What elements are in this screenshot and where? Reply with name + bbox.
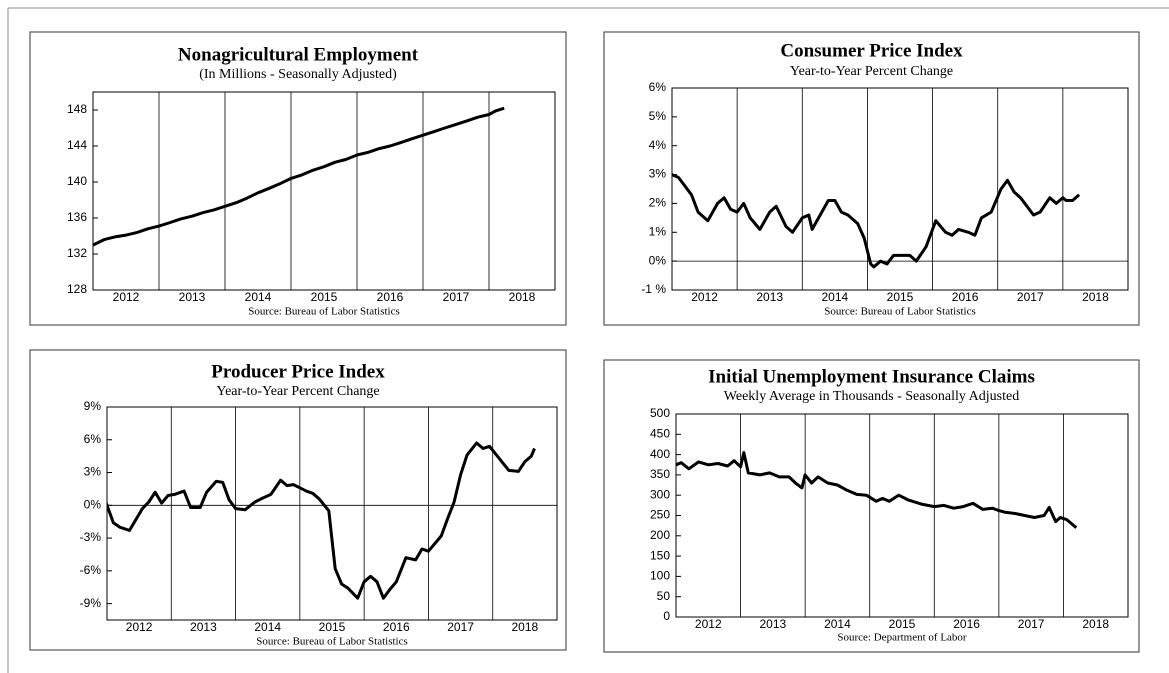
x-tick-label: 2016 <box>377 290 404 304</box>
panel-frame <box>603 359 1140 653</box>
source-note: Source: Department of Labor <box>837 632 967 644</box>
x-tick-label: 2017 <box>1018 617 1045 631</box>
y-tick-label: 148 <box>67 102 87 116</box>
x-tick-label: 2013 <box>756 290 783 304</box>
panel-frame <box>29 31 567 326</box>
y-tick-label: 6% <box>84 432 102 446</box>
x-tick-label: 2018 <box>509 290 536 304</box>
chart-subtitle: Weekly Average in Thousands - Seasonally… <box>724 389 1019 404</box>
y-tick-label: 0 <box>663 609 670 623</box>
source-note: Source: Bureau of Labor Statistics <box>248 306 400 318</box>
x-tick-label: 2018 <box>1082 617 1109 631</box>
plot-frame <box>106 406 558 621</box>
x-tick-label: 2018 <box>1082 290 1109 304</box>
chart-title: Producer Price Index <box>211 361 385 382</box>
x-tick-label: 2014 <box>245 290 272 304</box>
y-tick-label: -6% <box>80 563 102 577</box>
x-tick-label: 2014 <box>824 617 851 631</box>
y-tick-label: 150 <box>650 548 670 562</box>
y-tick-label: -1 % <box>641 282 666 296</box>
y-tick-label: 350 <box>650 467 670 481</box>
y-tick-label: 0% <box>84 497 102 511</box>
y-tick-label: 132 <box>67 246 87 260</box>
x-tick-label: 2016 <box>383 620 410 634</box>
source-note: Source: Bureau of Labor Statistics <box>256 636 408 648</box>
x-tick-label: 2014 <box>822 290 849 304</box>
x-tick-label: 2017 <box>447 620 474 634</box>
y-tick-label: 400 <box>650 447 670 461</box>
y-tick-label: 136 <box>67 210 87 224</box>
x-tick-label: 2014 <box>254 620 281 634</box>
y-tick-label: 450 <box>650 426 670 440</box>
x-tick-label: 2017 <box>443 290 470 304</box>
y-tick-label: 50 <box>657 589 671 603</box>
y-tick-label: 4% <box>649 138 667 152</box>
y-tick-label: 9% <box>84 399 102 413</box>
plot-frame <box>671 87 1129 291</box>
y-tick-label: 140 <box>67 174 87 188</box>
y-tick-label: 128 <box>67 282 87 296</box>
chart-title: Consumer Price Index <box>780 40 963 61</box>
plot-frame <box>675 413 1129 618</box>
x-tick-label: 2013 <box>190 620 217 634</box>
x-tick-label: 2012 <box>126 620 153 634</box>
y-tick-label: 3% <box>649 167 667 181</box>
panel-frame <box>603 31 1140 326</box>
chart-title: Nonagricultural Employment <box>178 44 419 65</box>
y-tick-label: -9% <box>80 596 102 610</box>
chart-subtitle: (In Millions - Seasonally Adjusted) <box>199 67 397 82</box>
y-tick-label: 500 <box>650 406 670 420</box>
chart-subtitle: Year-to-Year Percent Change <box>216 384 379 399</box>
x-tick-label: 2012 <box>695 617 722 631</box>
y-tick-label: 200 <box>650 528 670 542</box>
x-tick-label: 2012 <box>691 290 718 304</box>
x-tick-label: 2015 <box>889 617 916 631</box>
source-note: Source: Bureau of Labor Statistics <box>824 306 976 318</box>
x-tick-label: 2018 <box>512 620 539 634</box>
x-tick-label: 2017 <box>1017 290 1044 304</box>
y-tick-label: 144 <box>67 138 87 152</box>
y-tick-label: 0% <box>649 253 667 267</box>
y-tick-label: 300 <box>650 487 670 501</box>
x-tick-label: 2012 <box>113 290 140 304</box>
y-tick-label: 1% <box>649 224 667 238</box>
panel-frame <box>29 349 567 651</box>
chart-subtitle: Year-to-Year Percent Change <box>790 64 953 79</box>
data-line <box>672 173 1081 269</box>
x-tick-label: 2013 <box>760 617 787 631</box>
y-tick-label: 6% <box>649 80 667 94</box>
y-tick-label: 2% <box>649 196 667 210</box>
x-tick-label: 2016 <box>953 617 980 631</box>
y-tick-label: 5% <box>649 109 667 123</box>
x-tick-label: 2016 <box>952 290 979 304</box>
x-tick-label: 2015 <box>311 290 338 304</box>
data-line <box>107 441 536 600</box>
y-tick-label: 250 <box>650 508 670 522</box>
chart-title: Initial Unemployment Insurance Claims <box>708 366 1035 387</box>
x-tick-label: 2015 <box>887 290 914 304</box>
data-line <box>676 451 1078 529</box>
data-line <box>93 106 505 247</box>
y-tick-label: 3% <box>84 465 102 479</box>
x-tick-label: 2015 <box>319 620 346 634</box>
y-tick-label: -3% <box>80 530 102 544</box>
x-tick-label: 2013 <box>179 290 206 304</box>
plot-frame <box>92 91 556 291</box>
y-tick-label: 100 <box>650 569 670 583</box>
